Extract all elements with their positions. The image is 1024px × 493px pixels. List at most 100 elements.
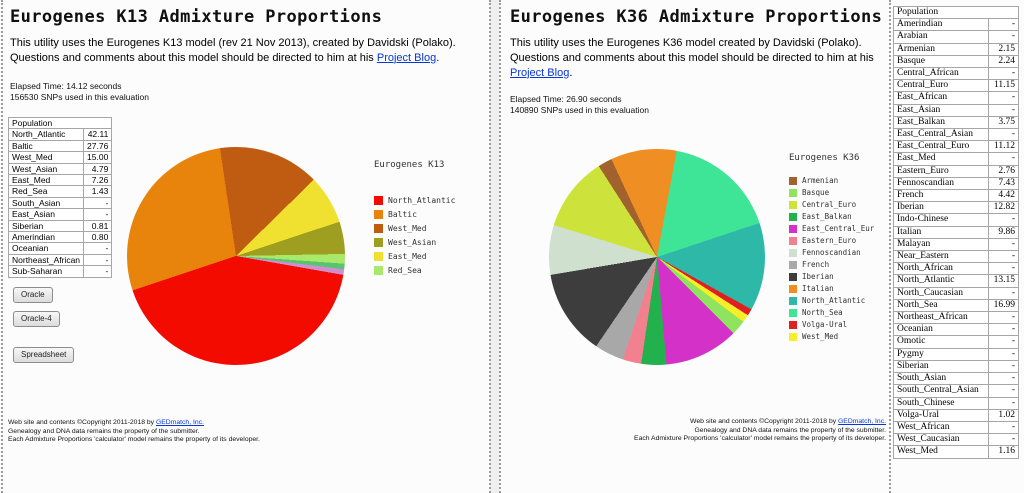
population-name: South_Central_Asian [893,384,989,398]
population-value: 0.80 [83,231,113,244]
gedmatch-link[interactable]: GEDmatch, Inc. [838,418,886,425]
footer-developer-line: Each Admixture Proportions 'calculator' … [8,436,260,444]
table-row: Italian 9.86 [893,225,1020,239]
legend-label: Volga-Ural [802,320,848,329]
legend-item: Basque [789,188,874,197]
population-value: 12.82 [987,201,1020,215]
legend-label: West_Asian [388,238,437,247]
k36-snp-count: 140890 SNPs used in this evaluation [510,105,649,115]
legend-item: Italian [789,284,874,293]
population-value: - [83,196,113,210]
table-row: East_African - [893,91,1020,105]
population-value: - [987,433,1020,447]
population-name: East_Asian [893,103,989,117]
k36-legend-items: Armenian Basque Central_Euro East_Balkan Eas… [789,176,874,341]
population-name: Italian [893,225,989,239]
legend-label: East_Central_Eur [802,224,875,233]
table-row: Red_Sea 1.43 [7,185,113,198]
oracle-button[interactable]: Oracle [13,287,53,303]
table-row: East_Asian - [7,208,113,221]
table-row: Fennoscandian 7.43 [893,176,1020,191]
population-value: 16.99 [987,298,1020,313]
footer-copyright-line: Web site and contents ©Copyright 2011-20… [590,418,886,427]
population-name: East_Med [7,174,85,187]
legend-item: Eastern_Euro [789,236,874,245]
population-value: - [987,18,1020,32]
spreadsheet-button[interactable]: Spreadsheet [13,347,75,363]
legend-label: West_Med [388,224,427,233]
table-row: Arabian - [893,30,1020,44]
footer-submitter-line: Genealogy and DNA data remains the prope… [8,427,200,435]
table-row: Baltic 27.76 [7,139,113,153]
k13-legend-items: North_Atlantic Baltic West_Med West_Asian Ea… [374,196,455,275]
legend-item: Fennoscandian [789,248,874,257]
population-value: - [987,347,1020,361]
population-name: East_Balkan [893,115,989,130]
population-value: - [987,262,1020,276]
footer-submitter-line: Genealogy and DNA data remains the prope… [694,426,886,434]
table-header-row: Population [7,116,113,130]
population-name: South_Asian [7,196,85,210]
population-value: 7.26 [83,174,113,187]
k36-legend: Eurogenes K36 Armenian Basque Central_Euro… [789,153,874,341]
table-row: Central_African - [893,67,1020,81]
table-row: South_Asian - [7,196,113,210]
table-row: East_Balkan 3.75 [893,115,1020,130]
table-row: East_Med 7.26 [7,174,113,187]
legend-item: Armenian [789,176,874,185]
k13-footer: Web site and contents ©Copyright 2011-20… [8,419,308,445]
table-row: Oceanian - [893,323,1020,337]
k36-description-period: . [569,66,573,79]
population-name: West_Caucasian [893,433,989,447]
population-value: - [987,30,1020,44]
population-value: - [987,323,1020,337]
legend-label: East_Med [388,252,427,261]
footer-developer-line: Each Admixture Proportions 'calculator' … [634,435,886,443]
k36-project-blog-link[interactable]: Project Blog [510,66,570,79]
population-value: - [987,152,1020,166]
legend-swatch-icon [789,248,797,257]
legend-swatch-icon [789,188,797,197]
legend-item: West_Med [789,332,874,341]
k13-project-blog-link[interactable]: Project Blog [376,51,437,64]
population-value: - [987,67,1020,81]
table-row: Amerindian - [893,18,1020,32]
population-name: South_Asian [893,372,989,386]
table-row: South_Asian - [893,372,1020,386]
population-value: - [987,103,1020,117]
legend-label: Red_Sea [388,266,422,275]
legend-label: Eastern_Euro [802,236,857,245]
table-row: East_Med - [893,152,1020,166]
oracle-4-button[interactable]: Oracle-4 [13,311,60,327]
table-row: North_Caucasian - [893,286,1020,300]
gedmatch-link[interactable]: GEDmatch, Inc. [155,419,204,426]
legend-item: North_Sea [789,308,874,317]
population-header: Population [7,116,113,130]
population-name: Basque [893,54,989,69]
k13-page-title: Eurogenes K13 Admixture Proportions [10,7,383,27]
legend-label: East_Balkan [802,212,852,221]
legend-label: West_Med [802,332,839,341]
legend-swatch-icon [374,196,383,205]
population-name: North_Atlantic [893,274,989,288]
table-row: North_Atlantic 42.11 [7,128,113,141]
perforation-right-panel-left [499,0,501,493]
table-row: Indo-Chinese - [893,213,1020,227]
table-row: West_African - [893,420,1020,435]
population-name: North_Caucasian [893,286,989,300]
population-name: Omotic [893,335,989,349]
population-name: Arabian [893,30,989,44]
legend-item: East_Balkan [789,212,874,221]
population-name: Eastern_Euro [893,164,989,178]
table-row: North_African - [893,262,1020,276]
footer-copyright-text: Web site and contents ©Copyright 2011-20… [690,418,839,425]
perforation-left-edge [1,0,3,493]
population-name: Indo-Chinese [893,213,989,227]
perforation-table-divider [889,0,891,493]
population-value: - [987,311,1020,325]
legend-label: Basque [802,188,830,197]
population-value: - [987,420,1020,435]
k13-legend-title: Eurogenes K13 [374,160,445,170]
k13-snp-count: 156530 SNPs used in this evaluation [10,92,149,102]
table-row: Northeast_African - [893,311,1020,325]
